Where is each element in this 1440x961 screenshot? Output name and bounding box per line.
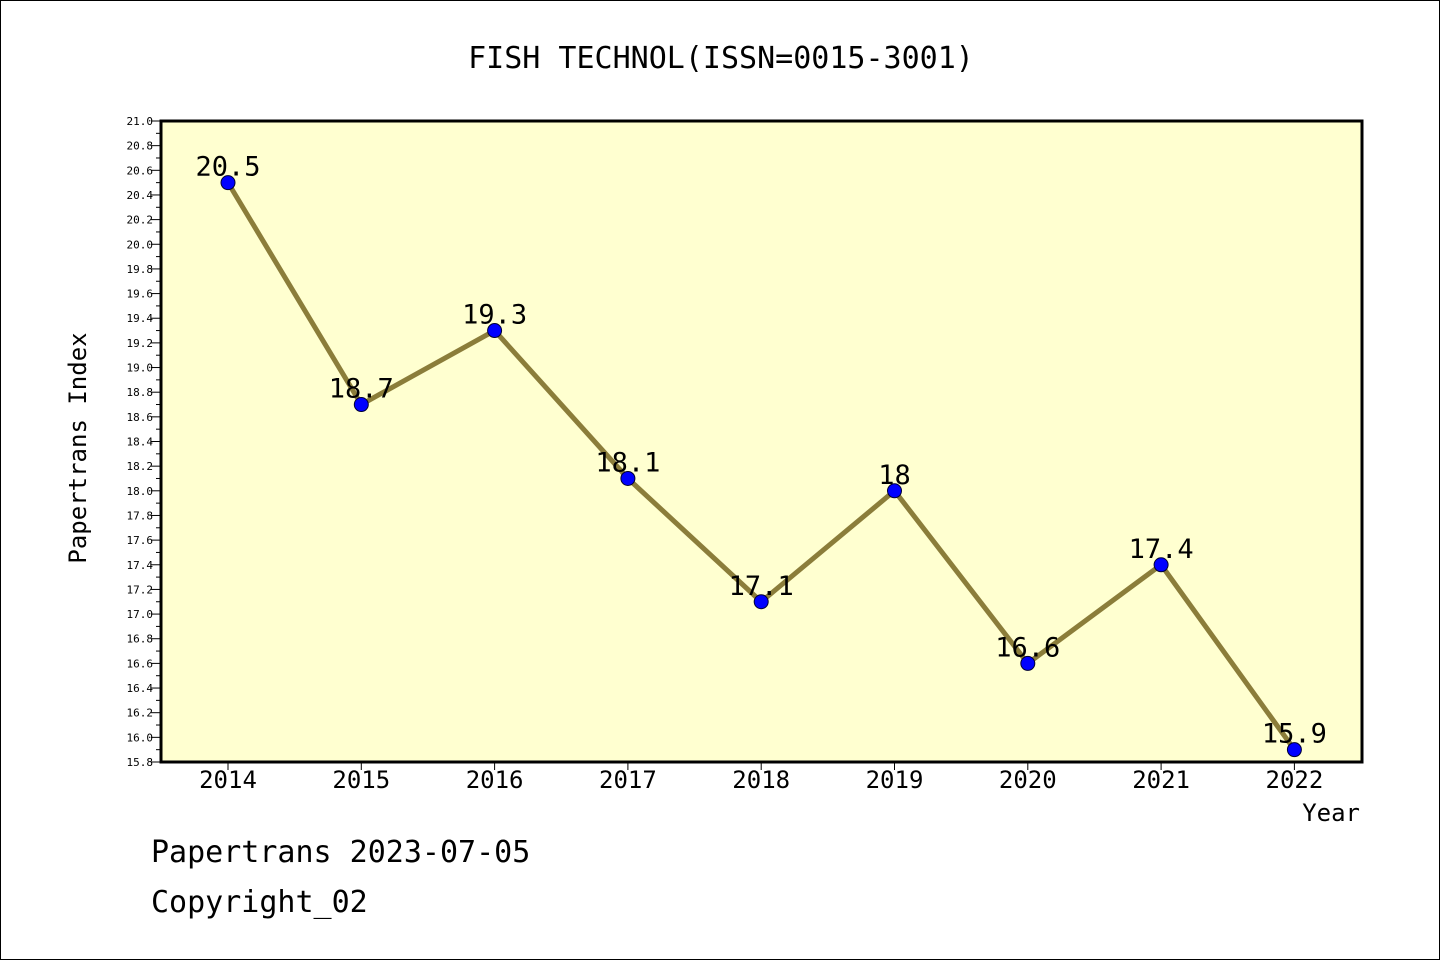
series-group <box>220 175 1302 758</box>
data-labels: 20.5 18.7 19.3 18.1 17.1 18 16.6 17.4 15.9 <box>195 152 1326 750</box>
x-tick-label: 2021 <box>1132 766 1190 794</box>
y-tick-label: 21.0 <box>127 115 154 128</box>
data-label: 17.1 <box>729 571 794 602</box>
data-label: 16.6 <box>995 632 1060 663</box>
footer-copyright: Copyright_02 <box>151 885 368 920</box>
x-tick-label: 2015 <box>332 766 390 794</box>
y-tick-label: 17.6 <box>127 534 154 547</box>
y-tick-label: 18.8 <box>127 386 154 399</box>
data-label: 19.3 <box>462 300 527 331</box>
data-point <box>887 483 902 499</box>
x-axis-ticks: 2014 2015 2016 2017 2018 2019 2020 2021 2022 <box>199 762 1323 794</box>
y-tick-label: 16.0 <box>127 731 154 744</box>
y-tick-label: 19.4 <box>127 312 154 325</box>
y-tick-label: 18.6 <box>127 411 154 424</box>
y-tick-label: 20.8 <box>127 140 154 153</box>
data-point <box>1153 557 1169 573</box>
y-tick-label: 19.0 <box>127 362 154 375</box>
y-tick-label: 18.2 <box>127 460 154 473</box>
data-label: 15.9 <box>1262 719 1327 750</box>
data-point <box>1286 742 1302 758</box>
x-tick-label: 2019 <box>866 766 924 794</box>
y-tick-label: 17.2 <box>127 583 154 596</box>
y-tick-label: 17.4 <box>127 559 154 572</box>
y-tick-label: 20.2 <box>127 214 154 227</box>
x-tick-label: 2017 <box>599 766 657 794</box>
y-tick-label: 17.8 <box>127 509 154 522</box>
data-point <box>353 397 369 413</box>
y-tick-label: 19.6 <box>127 288 154 301</box>
data-label: 18.1 <box>595 447 660 478</box>
data-point <box>220 175 236 191</box>
y-tick-label: 15.8 <box>127 756 154 769</box>
plot-area <box>161 121 1362 762</box>
y-tick-label: 17.0 <box>127 608 154 621</box>
chart-title: FISH TECHNOL(ISSN=0015-3001) <box>468 41 974 76</box>
y-tick-label: 19.2 <box>127 337 154 350</box>
y-tick-label: 20.0 <box>127 238 154 251</box>
y-tick-label: 19.8 <box>127 263 154 276</box>
x-tick-label: 2014 <box>199 766 257 794</box>
y-tick-label: 16.2 <box>127 707 154 720</box>
x-tick-label: 2020 <box>999 766 1057 794</box>
y-tick-label: 20.4 <box>127 189 154 202</box>
data-point <box>1020 655 1036 671</box>
y-tick-label: 18.0 <box>127 485 154 498</box>
y-tick-label: 16.4 <box>127 682 154 695</box>
y-axis-ticks: 15.8 16.0 16.2 16.4 16.6 16.8 17.0 17.2 17.4 17.6… <box>127 115 161 769</box>
plot-border <box>159 119 1364 764</box>
data-label: 20.5 <box>195 152 260 183</box>
data-label: 18 <box>878 460 911 491</box>
data-label: 17.4 <box>1129 534 1194 565</box>
x-tick-label: 2022 <box>1266 766 1324 794</box>
footer-date: Papertrans 2023-07-05 <box>151 835 531 870</box>
x-axis-label: Year <box>1302 799 1360 827</box>
y-tick-label: 16.8 <box>127 633 154 646</box>
y-tick-label: 18.4 <box>127 436 154 449</box>
data-point <box>620 470 636 486</box>
x-tick-label: 2018 <box>732 766 790 794</box>
data-point <box>487 323 503 339</box>
data-point <box>753 594 769 610</box>
y-tick-label: 20.6 <box>127 164 154 177</box>
data-label: 18.7 <box>329 374 394 405</box>
y-axis-label: Papertrans Index <box>64 332 92 563</box>
y-tick-label: 16.6 <box>127 657 154 670</box>
x-tick-label: 2016 <box>466 766 524 794</box>
